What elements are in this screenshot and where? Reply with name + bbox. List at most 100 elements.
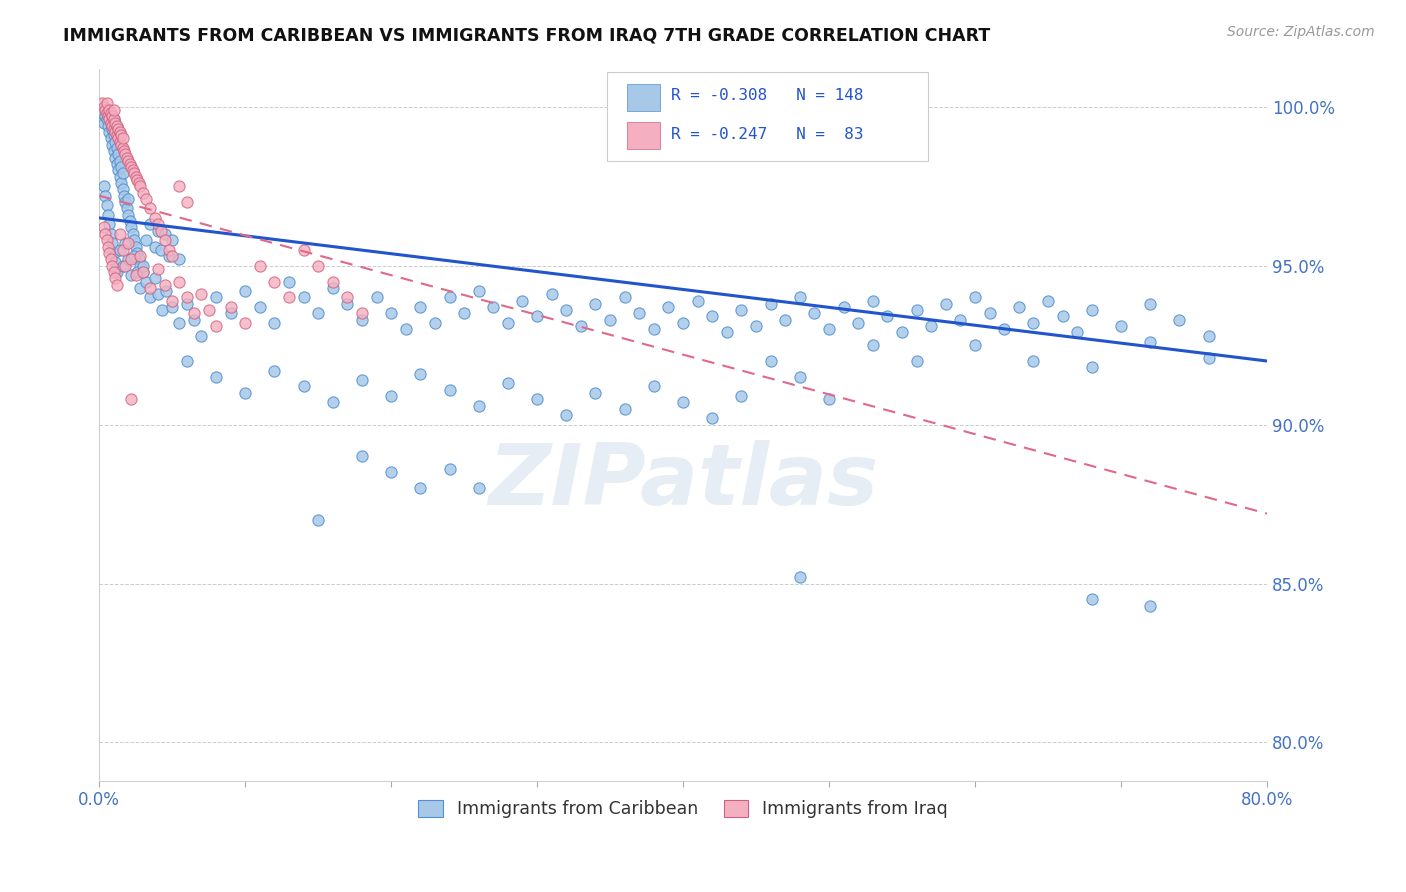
Point — [183, 306, 205, 320]
Point — [876, 310, 898, 324]
Point — [613, 290, 636, 304]
Point — [716, 326, 738, 340]
Point — [322, 281, 344, 295]
Point — [862, 338, 884, 352]
Point — [540, 287, 562, 301]
Point — [453, 306, 475, 320]
Point — [105, 265, 128, 279]
Point — [103, 265, 125, 279]
Point — [108, 153, 131, 168]
Point — [155, 284, 177, 298]
Point — [789, 290, 811, 304]
Point — [117, 236, 139, 251]
Point — [686, 293, 709, 308]
Point — [114, 147, 136, 161]
Point — [111, 141, 134, 155]
Point — [1168, 312, 1191, 326]
Point — [169, 275, 191, 289]
Point — [963, 290, 986, 304]
Point — [110, 137, 132, 152]
Point — [336, 297, 359, 311]
Point — [93, 220, 115, 235]
Text: Source: ZipAtlas.com: Source: ZipAtlas.com — [1227, 25, 1375, 39]
Point — [96, 112, 118, 127]
Point — [100, 131, 122, 145]
Point — [249, 259, 271, 273]
Point — [818, 392, 841, 406]
Point — [1022, 354, 1045, 368]
Point — [160, 249, 183, 263]
Point — [613, 401, 636, 416]
Point — [1080, 360, 1102, 375]
Point — [263, 316, 285, 330]
Point — [108, 227, 131, 241]
Point — [169, 316, 191, 330]
Point — [233, 316, 256, 330]
Point — [759, 297, 782, 311]
Point — [1036, 293, 1059, 308]
Point — [409, 300, 432, 314]
Point — [643, 322, 665, 336]
Point — [110, 160, 132, 174]
Point — [160, 293, 183, 308]
Point — [103, 128, 125, 143]
Point — [125, 169, 148, 184]
Point — [129, 259, 152, 273]
Point — [292, 290, 315, 304]
Point — [263, 363, 285, 377]
Point — [110, 128, 132, 143]
Point — [526, 392, 548, 406]
Point — [100, 106, 122, 120]
Point — [135, 192, 157, 206]
Point — [467, 481, 489, 495]
Point — [176, 297, 198, 311]
Point — [120, 252, 142, 267]
Point — [467, 284, 489, 298]
Point — [135, 275, 157, 289]
Point — [862, 293, 884, 308]
Point — [117, 153, 139, 168]
Point — [467, 399, 489, 413]
Point — [104, 115, 127, 129]
Point — [108, 169, 131, 184]
Point — [100, 227, 122, 241]
Point — [98, 109, 121, 123]
Point — [107, 147, 129, 161]
Point — [94, 109, 117, 123]
Point — [103, 122, 125, 136]
Point — [730, 303, 752, 318]
Point — [905, 354, 928, 368]
Point — [585, 297, 607, 311]
Point — [496, 316, 519, 330]
Point — [97, 119, 120, 133]
Point — [1066, 326, 1088, 340]
Point — [120, 268, 142, 282]
Point — [100, 115, 122, 129]
Point — [115, 151, 138, 165]
Point — [127, 246, 149, 260]
Point — [117, 192, 139, 206]
Point — [93, 179, 115, 194]
Point — [149, 224, 172, 238]
Point — [963, 338, 986, 352]
Point — [949, 312, 972, 326]
Point — [773, 312, 796, 326]
Point — [117, 252, 139, 267]
Point — [96, 233, 118, 247]
Point — [94, 103, 117, 117]
Point — [105, 128, 128, 143]
Point — [190, 328, 212, 343]
Point — [132, 186, 155, 200]
Point — [127, 173, 149, 187]
Point — [104, 255, 127, 269]
Point — [104, 271, 127, 285]
Point — [818, 322, 841, 336]
Point — [176, 195, 198, 210]
Point — [115, 202, 138, 216]
Point — [129, 249, 152, 263]
Point — [128, 176, 150, 190]
Point — [307, 259, 329, 273]
Text: IMMIGRANTS FROM CARIBBEAN VS IMMIGRANTS FROM IRAQ 7TH GRADE CORRELATION CHART: IMMIGRANTS FROM CARIBBEAN VS IMMIGRANTS … — [63, 27, 990, 45]
Point — [93, 100, 115, 114]
Point — [103, 112, 125, 127]
